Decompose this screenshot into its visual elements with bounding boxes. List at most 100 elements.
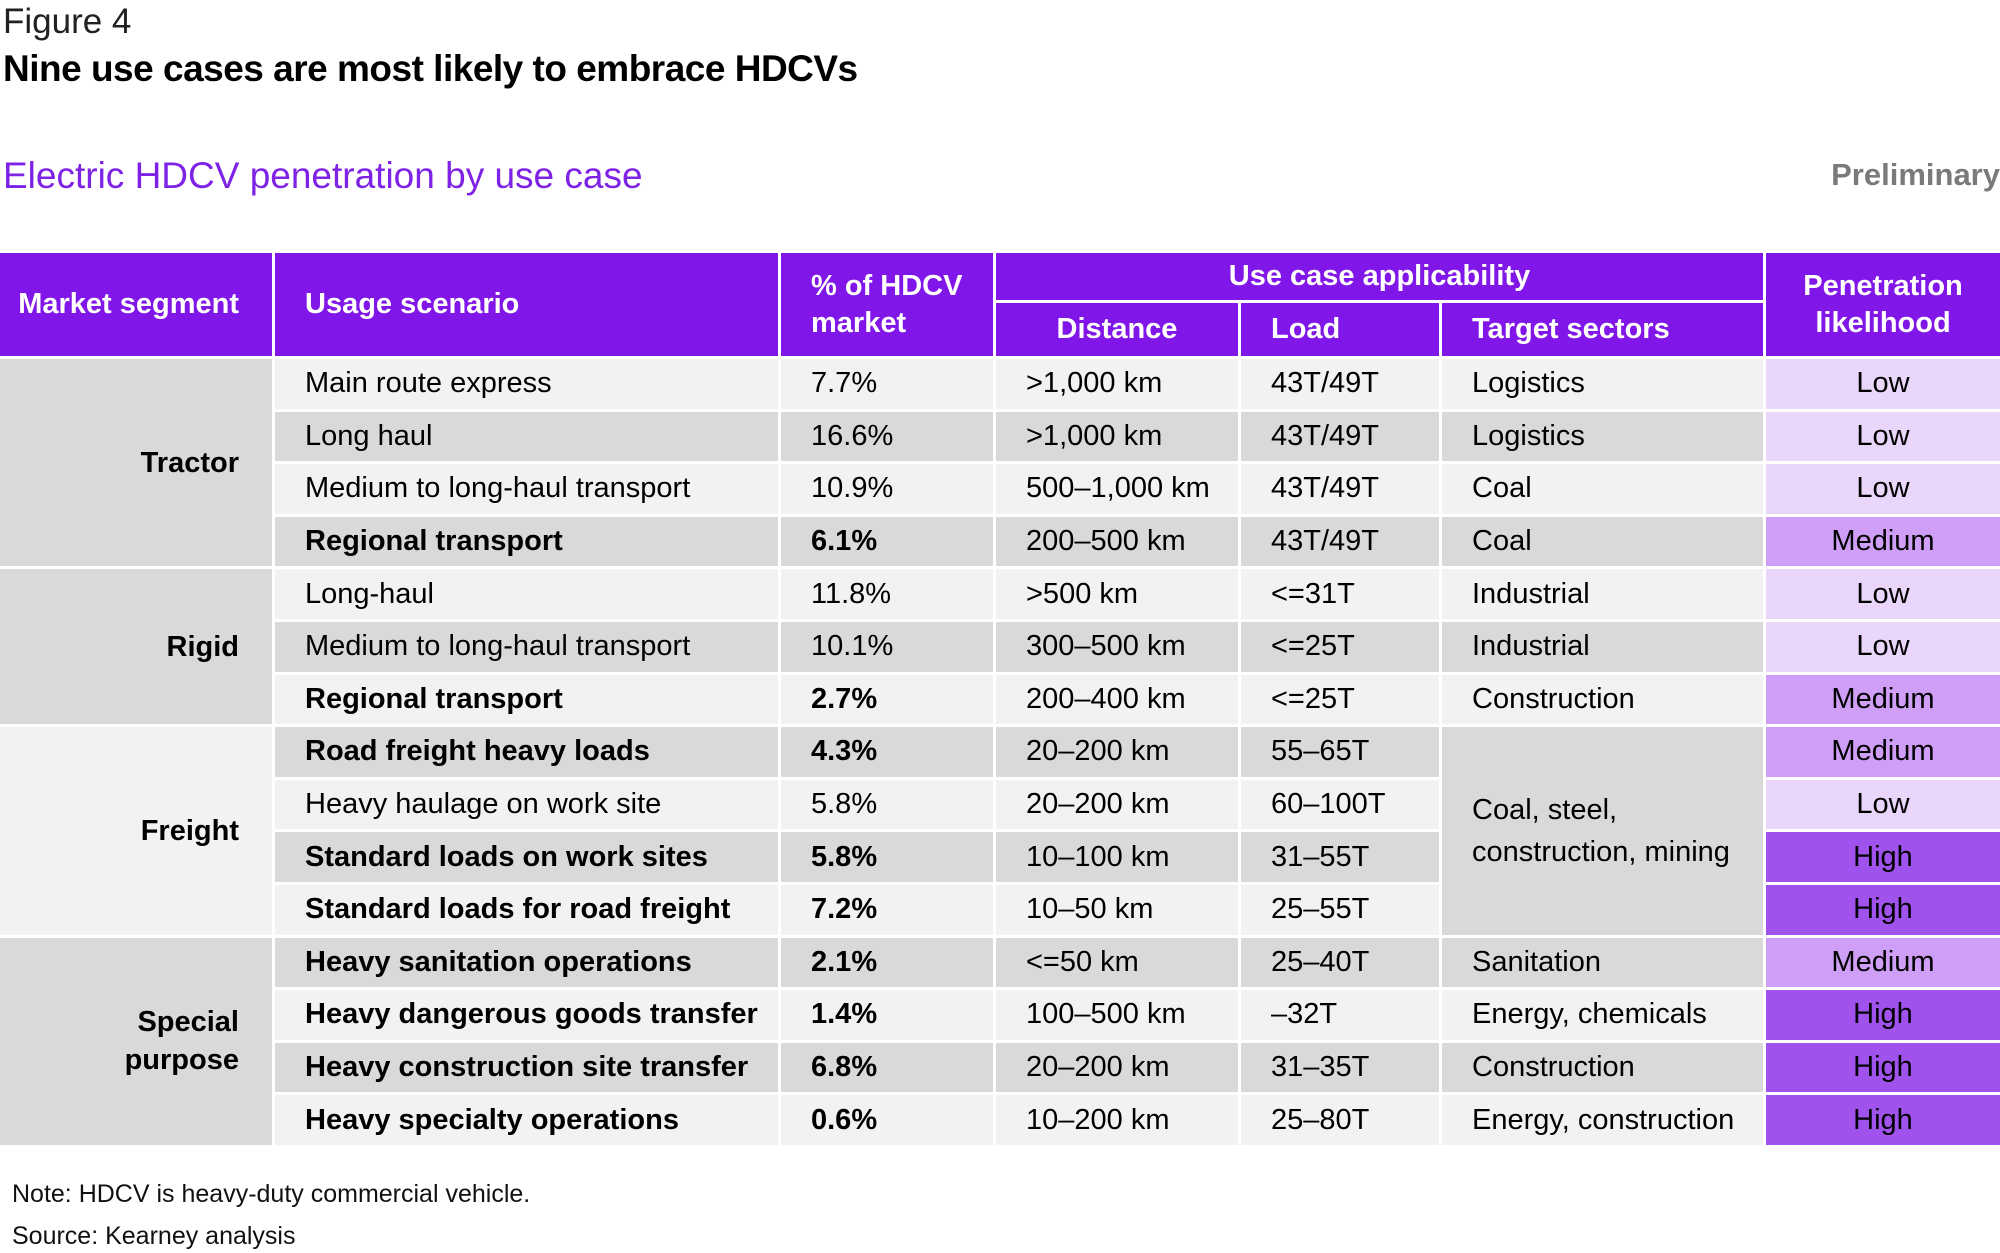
load-cell: 43T/49T (1241, 516, 1439, 567)
penetration-cell-high: High (1766, 832, 2000, 882)
usage-scenario-cell: Heavy construction site transfer (275, 1042, 778, 1093)
penetration-cell-high: High (1766, 990, 2000, 1040)
distance-cell: 500–1,000 km (996, 464, 1238, 514)
distance-cell: 20–200 km (996, 1042, 1238, 1093)
load-cell: <=25T (1241, 674, 1439, 725)
share-cell: 10.9% (781, 464, 993, 514)
target-sectors-cell: Industrial (1442, 569, 1763, 619)
usage-scenario-cell: Standard loads on work sites (275, 832, 778, 882)
share-cell: 5.8% (781, 832, 993, 882)
penetration-cell-low: Low (1766, 779, 2000, 830)
figure-label: Figure 4 (3, 2, 132, 41)
share-cell: 7.7% (781, 359, 993, 409)
load-cell: <=31T (1241, 569, 1439, 619)
distance-cell: 10–200 km (996, 1095, 1238, 1145)
target-sectors-cell: Logistics (1442, 411, 1763, 462)
share-cell: 1.4% (781, 990, 993, 1040)
distance-cell: 200–500 km (996, 516, 1238, 567)
segment-special-purpose: Special purpose (0, 937, 272, 1145)
distance-cell: >500 km (996, 569, 1238, 619)
usage-scenario-cell: Regional transport (275, 674, 778, 725)
usage-scenario-cell: Heavy specialty operations (275, 1095, 778, 1145)
share-cell: 2.7% (781, 674, 993, 725)
load-cell: 31–55T (1241, 832, 1439, 882)
penetration-cell-medium: Medium (1766, 937, 2000, 988)
penetration-cell-high: High (1766, 1042, 2000, 1093)
target-sectors-cell: Energy, chemicals (1442, 990, 1763, 1040)
chart-headline: Nine use cases are most likely to embrac… (3, 48, 858, 89)
penetration-cell-medium: Medium (1766, 516, 2000, 567)
usage-scenario-cell: Heavy haulage on work site (275, 779, 778, 830)
usage-scenario-cell: Long haul (275, 411, 778, 462)
share-cell: 5.8% (781, 779, 993, 830)
distance-cell: >1,000 km (996, 411, 1238, 462)
preliminary-tag: Preliminary (1831, 157, 2000, 192)
header-target-sectors: Target sectors (1442, 303, 1763, 356)
chart-subtitle: Electric HDCV penetration by use case (3, 155, 643, 196)
target-sectors-cell: Sanitation (1442, 937, 1763, 988)
load-cell: 43T/49T (1241, 464, 1439, 514)
note-text: Note: HDCV is heavy-duty commercial vehi… (12, 1180, 531, 1208)
target-sectors-cell: Energy, construction (1442, 1095, 1763, 1145)
usage-scenario-cell: Heavy dangerous goods transfer (275, 990, 778, 1040)
penetration-cell-medium: Medium (1766, 674, 2000, 725)
header-penetration-likelihood: Penetration likelihood (1766, 253, 2000, 356)
penetration-cell-low: Low (1766, 464, 2000, 514)
distance-cell: 100–500 km (996, 990, 1238, 1040)
usage-scenario-cell: Main route express (275, 359, 778, 409)
header-market-segment: Market segment (0, 253, 272, 356)
segment-tractor: Tractor (0, 359, 272, 567)
segment-rigid: Rigid (0, 569, 272, 725)
penetration-cell-low: Low (1766, 411, 2000, 462)
penetration-cell-low: Low (1766, 569, 2000, 619)
distance-cell: 200–400 km (996, 674, 1238, 725)
load-cell: 25–80T (1241, 1095, 1439, 1145)
distance-cell: <=50 km (996, 937, 1238, 988)
target-sectors-cell: Coal (1442, 464, 1763, 514)
penetration-cell-high: High (1766, 1095, 2000, 1145)
target-sectors-cell: Logistics (1442, 359, 1763, 409)
target-sectors-cell-merged: Coal, steel, construction, mining (1442, 727, 1763, 935)
share-cell: 11.8% (781, 569, 993, 619)
distance-cell: 10–100 km (996, 832, 1238, 882)
penetration-cell-medium: Medium (1766, 727, 2000, 777)
header-share: % of HDCV market (781, 253, 993, 356)
load-cell: –32T (1241, 990, 1439, 1040)
share-cell: 6.1% (781, 516, 993, 567)
load-cell: 55–65T (1241, 727, 1439, 777)
share-cell: 6.8% (781, 1042, 993, 1093)
share-cell: 16.6% (781, 411, 993, 462)
usage-scenario-cell: Regional transport (275, 516, 778, 567)
load-cell: 60–100T (1241, 779, 1439, 830)
load-cell: 25–55T (1241, 885, 1439, 935)
target-sectors-cell: Construction (1442, 1042, 1763, 1093)
distance-cell: 20–200 km (996, 727, 1238, 777)
header-load: Load (1241, 303, 1439, 356)
segment-freight: Freight (0, 727, 272, 935)
usage-scenario-cell: Medium to long-haul transport (275, 464, 778, 514)
usage-scenario-cell: Standard loads for road freight (275, 885, 778, 935)
share-cell: 4.3% (781, 727, 993, 777)
penetration-cell-low: Low (1766, 359, 2000, 409)
penetration-cell-high: High (1766, 885, 2000, 935)
share-cell: 7.2% (781, 885, 993, 935)
usage-scenario-cell: Long-haul (275, 569, 778, 619)
usage-scenario-cell: Road freight heavy loads (275, 727, 778, 777)
load-cell: 25–40T (1241, 937, 1439, 988)
penetration-cell-low: Low (1766, 622, 2000, 672)
load-cell: 43T/49T (1241, 359, 1439, 409)
distance-cell: >1,000 km (996, 359, 1238, 409)
share-cell: 10.1% (781, 622, 993, 672)
penetration-table: Market segment Usage scenario% of HDCV ma… (0, 253, 2000, 1153)
share-cell: 2.1% (781, 937, 993, 988)
load-cell: <=25T (1241, 622, 1439, 672)
target-sectors-cell: Coal (1442, 516, 1763, 567)
usage-scenario-cell: Heavy sanitation operations (275, 937, 778, 988)
load-cell: 43T/49T (1241, 411, 1439, 462)
distance-cell: 20–200 km (996, 779, 1238, 830)
header-usage-scenario: Usage scenario (275, 253, 778, 356)
load-cell: 31–35T (1241, 1042, 1439, 1093)
source-text: Source: Kearney analysis (12, 1222, 296, 1250)
distance-cell: 300–500 km (996, 622, 1238, 672)
target-sectors-cell: Construction (1442, 674, 1763, 725)
